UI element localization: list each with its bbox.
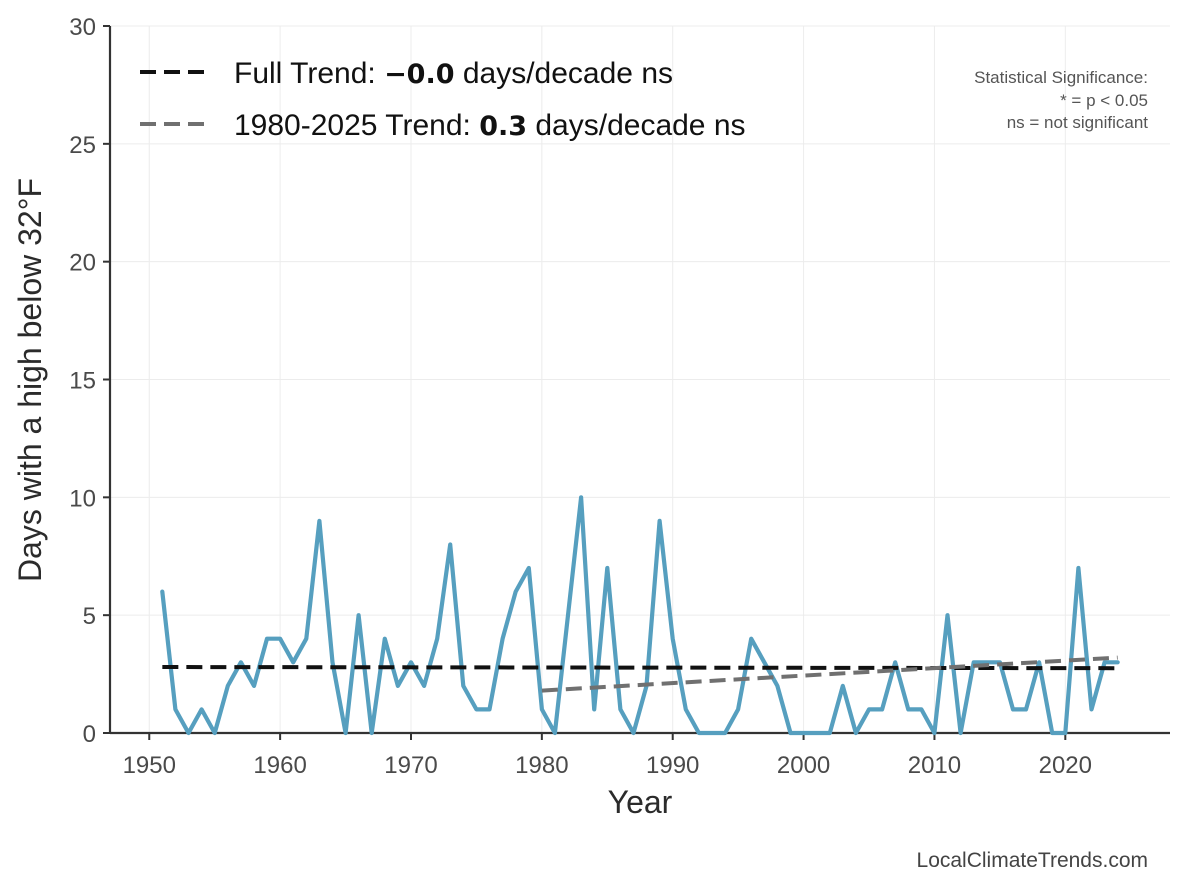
y-tick-label: 30 xyxy=(69,14,96,41)
x-tick-label: 1950 xyxy=(123,752,176,779)
legend-full-trend-prefix: Full Trend: xyxy=(234,57,384,90)
legend-1980-trend-value: 0.3 xyxy=(479,111,527,142)
significance-note: Statistical Significance: * = p < 0.05 n… xyxy=(974,68,1148,132)
grid xyxy=(110,25,1170,733)
x-axis-title: Year xyxy=(608,784,673,820)
legend-full-trend-suffix: days/decade ns xyxy=(455,57,673,90)
x-tick-label: 1970 xyxy=(384,752,437,779)
y-tick-label: 10 xyxy=(69,485,96,512)
series xyxy=(160,495,1120,736)
y-tick-label: 20 xyxy=(69,250,96,277)
x-tick-label: 2000 xyxy=(777,752,830,779)
significance-ns-note: ns = not significant xyxy=(1007,113,1149,132)
legend-label-1980-trend: 1980-2025 Trend: 0.3 days/decade ns xyxy=(234,109,746,142)
trend-1980-2025-line xyxy=(541,655,1118,693)
legend-label-full-trend: Full Trend: −0.0 days/decade ns xyxy=(234,57,673,90)
y-tick-label: 25 xyxy=(69,132,96,159)
series-line xyxy=(160,495,1120,736)
legend-1980-trend-prefix: 1980-2025 Trend: xyxy=(234,109,479,142)
y-tick-label: 15 xyxy=(69,368,96,395)
x-tick-label: 1990 xyxy=(646,752,699,779)
legend: Full Trend: −0.0 days/decade ns 1980-202… xyxy=(140,57,746,142)
x-ticks: 1950 1960 1970 1980 1990 2000 2010 2020 xyxy=(123,733,1092,779)
x-tick-label: 2010 xyxy=(908,752,961,779)
legend-full-trend-value: −0.0 xyxy=(384,59,454,90)
significance-title: Statistical Significance: xyxy=(974,68,1148,87)
x-tick-label: 1980 xyxy=(515,752,568,779)
credit-text: LocalClimateTrends.com xyxy=(917,849,1148,872)
y-tick-label: 0 xyxy=(83,721,96,748)
trend-lines xyxy=(162,655,1118,693)
legend-1980-trend-suffix: days/decade ns xyxy=(527,109,745,142)
significance-star-note: * = p < 0.05 xyxy=(1060,91,1148,110)
y-axis-title: Days with a high below 32°F xyxy=(12,178,48,582)
x-tick-label: 1960 xyxy=(253,752,306,779)
y-ticks: 0 5 10 15 20 25 30 xyxy=(69,14,110,748)
y-tick-label: 5 xyxy=(83,603,96,630)
x-tick-label: 2020 xyxy=(1039,752,1092,779)
